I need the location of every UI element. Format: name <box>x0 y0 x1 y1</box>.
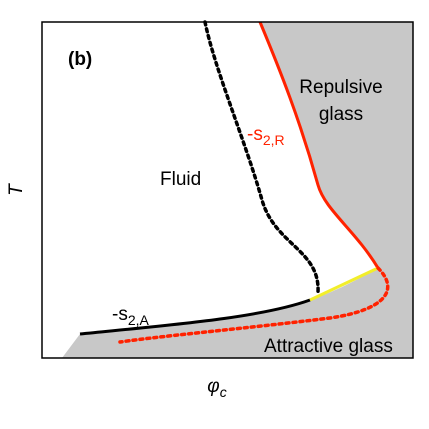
yellow-segment <box>309 266 379 302</box>
x-axis-subscript: c <box>220 384 227 400</box>
s2A-subscript: 2,A <box>128 312 150 328</box>
repulsive-glass-label-line1: Repulsive <box>299 77 382 98</box>
s2R-prefix: -s <box>247 124 263 145</box>
s2A-label: -s2,A <box>112 304 150 328</box>
repulsive-glass-line <box>258 21 380 269</box>
dotted-red-curve <box>118 266 390 344</box>
y-axis-label: T <box>6 183 27 196</box>
x-axis-symbol: φ <box>207 376 219 397</box>
panel-label: (b) <box>68 49 92 70</box>
dotted-black-curve <box>203 20 320 294</box>
x-axis-label: φc <box>207 376 226 400</box>
glass-region <box>62 22 413 358</box>
attractive-glass-label: Attractive glass <box>264 336 393 357</box>
repulsive-glass-label-line2: glass <box>319 104 363 125</box>
s2R-subscript: 2,R <box>263 132 285 148</box>
fluid-region-label: Fluid <box>160 169 201 190</box>
s2A-prefix: -s <box>112 304 128 325</box>
attractive-glass-line <box>79 298 311 336</box>
s2R-label: -s2,R <box>247 124 285 148</box>
plot-frame <box>41 21 414 359</box>
